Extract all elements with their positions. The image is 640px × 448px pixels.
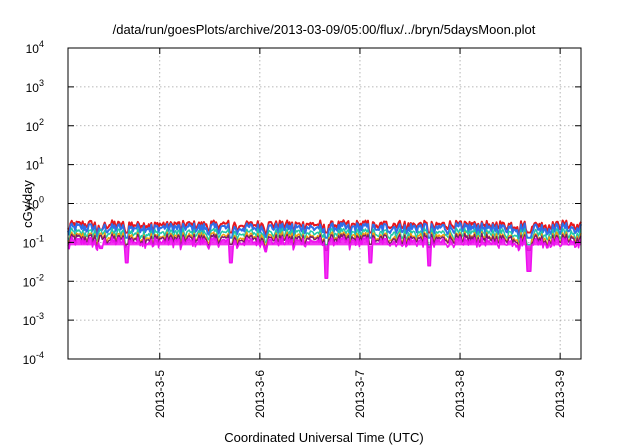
y-tick-label: 10-4 xyxy=(23,350,44,367)
y-tick-label: 103 xyxy=(26,78,44,95)
y-tick-label: 10-3 xyxy=(23,311,44,328)
y-tick-label: 102 xyxy=(26,117,44,134)
y-tick-label: 10-1 xyxy=(23,233,44,250)
x-tick-label: 2013-3-7 xyxy=(353,370,367,418)
series-layer xyxy=(67,219,582,279)
y-tick-label: 100 xyxy=(26,195,44,212)
chart-title: /data/run/goesPlots/archive/2013-03-09/0… xyxy=(113,22,536,37)
y-tick-label: 10-2 xyxy=(23,272,44,289)
y-axis-label: cGy/day xyxy=(20,180,35,228)
x-tick-label: 2013-3-6 xyxy=(253,370,267,418)
x-tick-label: 2013-3-5 xyxy=(153,370,167,418)
y-tick-label: 101 xyxy=(26,156,44,173)
series-line xyxy=(67,236,582,279)
x-axis: 2013-3-5 2013-3-6 2013-3-7 2013-3-8 2013-3-9 xyxy=(153,48,567,418)
y-axis: 10-4 10-3 10-2 10-1 100 101 102 103 104 xyxy=(23,39,581,367)
x-tick-label: 2013-3-8 xyxy=(453,370,467,418)
x-axis-label: Coordinated Universal Time (UTC) xyxy=(224,430,423,445)
y-tick-label: 104 xyxy=(26,39,44,56)
grid xyxy=(68,47,581,360)
x-tick-label: 2013-3-9 xyxy=(553,370,567,418)
series-line xyxy=(67,221,582,240)
